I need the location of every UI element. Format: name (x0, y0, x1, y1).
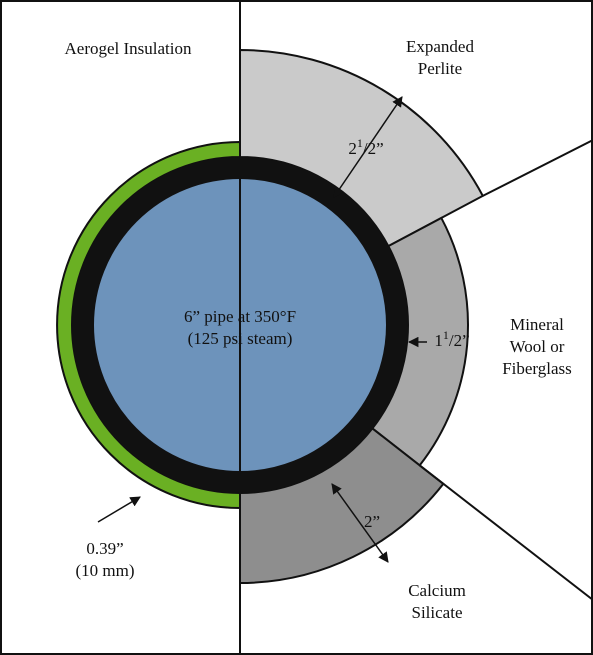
whole: 2 (348, 139, 357, 158)
thickness-arrow (97, 496, 141, 523)
calcium-dimension: 2” (364, 512, 380, 531)
aerogel-title: Aerogel Insulation (65, 39, 192, 58)
thickness-label: (10 mm) (75, 561, 134, 580)
perlite-dimension: 21/2” (348, 136, 383, 158)
mineral-label: Fiberglass (502, 359, 572, 378)
numerator: 1 (357, 136, 363, 150)
numerator: 1 (443, 328, 449, 342)
calcium-arrow (331, 483, 389, 563)
denominator: /2” (449, 331, 470, 350)
calcium-label: Silicate (412, 603, 463, 622)
thickness-label: 0.39” (86, 539, 123, 558)
pipe-label: (125 psi steam) (188, 329, 293, 348)
perlite-label: Perlite (418, 59, 462, 78)
boundary-line (419, 464, 593, 601)
mineral-dimension: 11/2” (434, 328, 469, 350)
whole: 1 (434, 331, 443, 350)
denominator: /2” (363, 139, 384, 158)
mineral-label: Wool or (510, 337, 565, 356)
calcium-label: Calcium (408, 581, 466, 600)
perlite-label: Expanded (406, 37, 474, 56)
perlite-arrow (333, 96, 403, 198)
boundary-line (482, 139, 593, 197)
pipe-label: 6” pipe at 350°F (184, 307, 296, 326)
mineral-label: Mineral (510, 315, 564, 334)
